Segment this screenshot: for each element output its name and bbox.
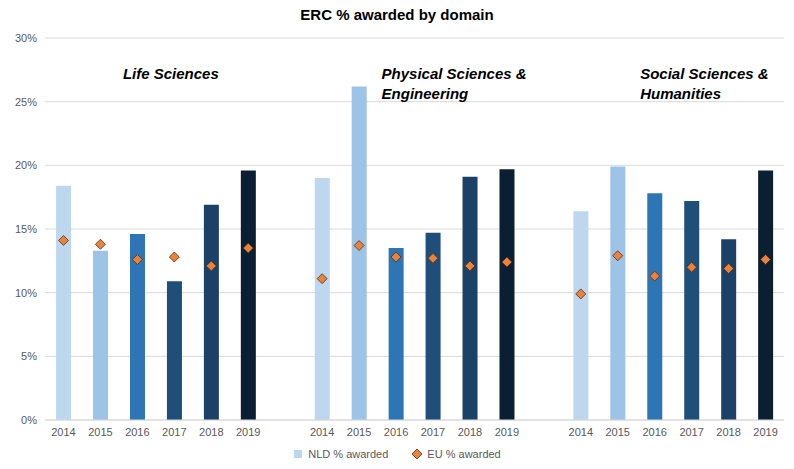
svg-text:10%: 10% xyxy=(15,287,37,299)
html-text:Life Sciences: Life Sciences xyxy=(122,65,219,82)
svg-text:2018: 2018 xyxy=(199,426,223,438)
svg-text:2016: 2016 xyxy=(642,426,666,438)
svg-text:25%: 25% xyxy=(15,96,37,108)
svg-text:2017: 2017 xyxy=(162,426,186,438)
html-text:Social Sciences & Humanities: Social Sciences & Humanities xyxy=(640,65,769,102)
svg-text:20%: 20% xyxy=(15,159,37,171)
svg-text:2018: 2018 xyxy=(716,426,740,438)
svg-text:5%: 5% xyxy=(21,350,37,362)
svg-text:2016: 2016 xyxy=(384,426,408,438)
svg-text:2019: 2019 xyxy=(236,426,260,438)
html-text:NLD % awarded: NLD % awarded xyxy=(308,448,389,460)
svg-text:2015: 2015 xyxy=(605,426,629,438)
html-text:ERC % awarded by domain: ERC % awarded by domain xyxy=(300,6,494,23)
svg-text:0%: 0% xyxy=(21,414,37,426)
svg-text:2015: 2015 xyxy=(347,426,371,438)
svg-text:2014: 2014 xyxy=(569,426,593,438)
svg-text:2018: 2018 xyxy=(458,426,482,438)
html-text:EU % awarded: EU % awarded xyxy=(427,448,501,460)
svg-text:2014: 2014 xyxy=(51,426,75,438)
html-text:Physical Sciences & Engineerin: Physical Sciences & Engineering xyxy=(381,65,527,102)
svg-text:30%: 30% xyxy=(15,32,37,44)
svg-text:15%: 15% xyxy=(15,223,37,235)
svg-text:2019: 2019 xyxy=(495,426,519,438)
svg-text:2019: 2019 xyxy=(753,426,777,438)
svg-text:2015: 2015 xyxy=(88,426,112,438)
svg-text:2014: 2014 xyxy=(310,426,334,438)
svg-text:2016: 2016 xyxy=(125,426,149,438)
svg-text:2017: 2017 xyxy=(679,426,703,438)
svg-text:2017: 2017 xyxy=(421,426,445,438)
